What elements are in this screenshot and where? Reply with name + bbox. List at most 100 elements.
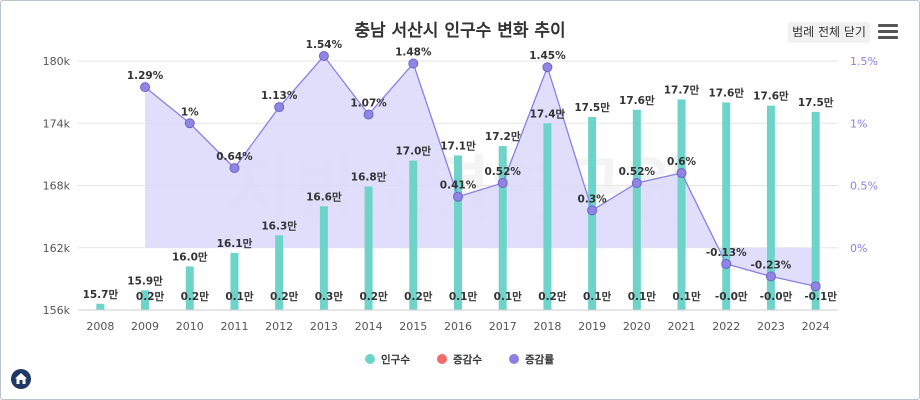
population-bar [185, 266, 194, 310]
change-data-label: 0.2만 [538, 290, 567, 303]
right-axis-tick-label: 1% [850, 117, 867, 130]
population-data-label: 16.3만 [261, 219, 297, 232]
rate-point [318, 51, 329, 62]
legend-label: 인구수 [381, 353, 410, 366]
legend-label: 증감률 [525, 354, 554, 366]
population-bar [498, 146, 507, 310]
rate-area [145, 56, 816, 287]
x-axis-tick-label: 2016 [444, 320, 472, 333]
rate-data-label: 1.13% [261, 90, 298, 102]
rate-data-label: 0.41% [440, 180, 477, 192]
population-data-label: 15.7만 [83, 288, 119, 301]
change-data-label: 0.2만 [270, 290, 299, 303]
left-axis-tick-label: 168k [43, 180, 71, 193]
population-bar [319, 206, 328, 310]
x-axis-tick-label: 2014 [355, 320, 383, 333]
x-axis-tick-label: 2017 [489, 320, 517, 333]
population-bar [409, 160, 418, 310]
left-axis-tick-label: 174k [43, 117, 71, 130]
rate-point [274, 102, 285, 113]
legend-toggle-button[interactable]: 범례 전체 닫기 [788, 22, 870, 43]
rate-data-label: 1.45% [529, 50, 566, 62]
change-data-label: -0.1만 [804, 290, 837, 303]
population-bar [811, 111, 820, 311]
legend-marker [365, 354, 375, 364]
change-data-label: 0.1만 [672, 290, 701, 303]
population-data-label: 16.0만 [172, 250, 208, 263]
home-icon[interactable] [11, 369, 31, 389]
rate-data-label: 1.29% [127, 70, 164, 82]
hamburger-icon[interactable] [878, 24, 898, 42]
population-data-label: 17.6만 [619, 94, 655, 107]
change-data-label: 0.2만 [359, 290, 388, 303]
legend-marker [437, 354, 447, 364]
population-data-label: 17.5만 [798, 96, 834, 109]
x-axis-tick-label: 2010 [176, 320, 204, 333]
rate-point [631, 178, 642, 189]
population-data-label: 17.0만 [396, 145, 432, 158]
population-data-label: 17.6만 [753, 90, 789, 103]
x-axis-tick-label: 2018 [533, 320, 561, 333]
population-bar [96, 303, 105, 310]
x-axis-tick-label: 2023 [757, 320, 785, 333]
x-axis-tick-label: 2022 [712, 320, 740, 333]
rate-point [453, 191, 463, 202]
population-bar [722, 102, 731, 310]
rate-data-label: 0.6% [667, 156, 697, 168]
rate-point [497, 178, 508, 189]
population-data-label: 17.6만 [708, 87, 744, 100]
x-axis-tick-label: 2015 [399, 320, 427, 333]
change-data-label: 0.2만 [136, 290, 165, 303]
x-axis-tick-label: 2021 [668, 320, 696, 333]
left-axis-tick-label: 162k [43, 242, 71, 255]
x-axis-tick-label: 2013 [310, 320, 338, 333]
population-data-label: 15.9만 [127, 274, 163, 287]
population-data-label: 17.7만 [664, 83, 700, 96]
rate-data-label: 1.48% [395, 46, 432, 58]
rate-data-label: 1% [181, 106, 199, 118]
change-data-label: -0.0만 [760, 290, 793, 303]
change-data-label: 0.1만 [225, 290, 254, 303]
rate-point [676, 168, 687, 179]
chart-title: 충남 서산시 인구수 변화 추이 [354, 21, 566, 41]
population-data-label: 17.5만 [574, 101, 610, 114]
home-glyph [15, 373, 27, 384]
x-axis-tick-label: 2011 [220, 320, 248, 333]
population-data-label: 17.4만 [530, 107, 566, 120]
change-data-label: 0.1만 [628, 290, 657, 303]
population-data-label: 16.6만 [306, 190, 342, 203]
population-bar [141, 290, 150, 310]
x-axis-tick-label: 2012 [265, 320, 293, 333]
population-bar [632, 109, 641, 310]
legend-marker [509, 354, 519, 364]
change-data-label: 0.1만 [494, 290, 523, 303]
rate-data-label: 0.64% [216, 151, 253, 163]
population-bar [766, 105, 775, 310]
rate-data-label: -0.23% [751, 259, 792, 271]
left-axis-tick-label: 180k [43, 55, 71, 68]
rate-point [184, 118, 195, 129]
population-bar [275, 235, 284, 310]
population-bar [364, 186, 373, 310]
population-data-label: 16.8만 [351, 171, 387, 184]
rate-point [810, 281, 821, 292]
rate-data-label: 0.3% [578, 193, 608, 205]
right-axis-tick-label: 1.5% [850, 55, 878, 68]
change-data-label: 0.3만 [315, 290, 344, 303]
rate-data-label: 1.07% [350, 98, 387, 110]
right-axis-tick-label: 0% [850, 242, 867, 255]
population-data-label: 17.2만 [485, 130, 521, 143]
rate-data-label: 1.54% [306, 39, 343, 51]
rate-data-label: 0.52% [619, 166, 656, 178]
rate-point [542, 62, 553, 73]
x-axis-tick-label: 2019 [578, 320, 606, 333]
population-data-label: 17.1만 [440, 139, 476, 152]
rate-point [229, 163, 240, 174]
change-data-label: -0.0만 [715, 290, 748, 303]
rate-point [363, 109, 374, 120]
rate-data-label: 0.52% [484, 166, 521, 178]
rate-line [144, 54, 816, 287]
change-data-label: 0.2만 [181, 290, 210, 303]
rate-data-label: -0.13% [706, 247, 747, 259]
rate-point [140, 82, 151, 93]
